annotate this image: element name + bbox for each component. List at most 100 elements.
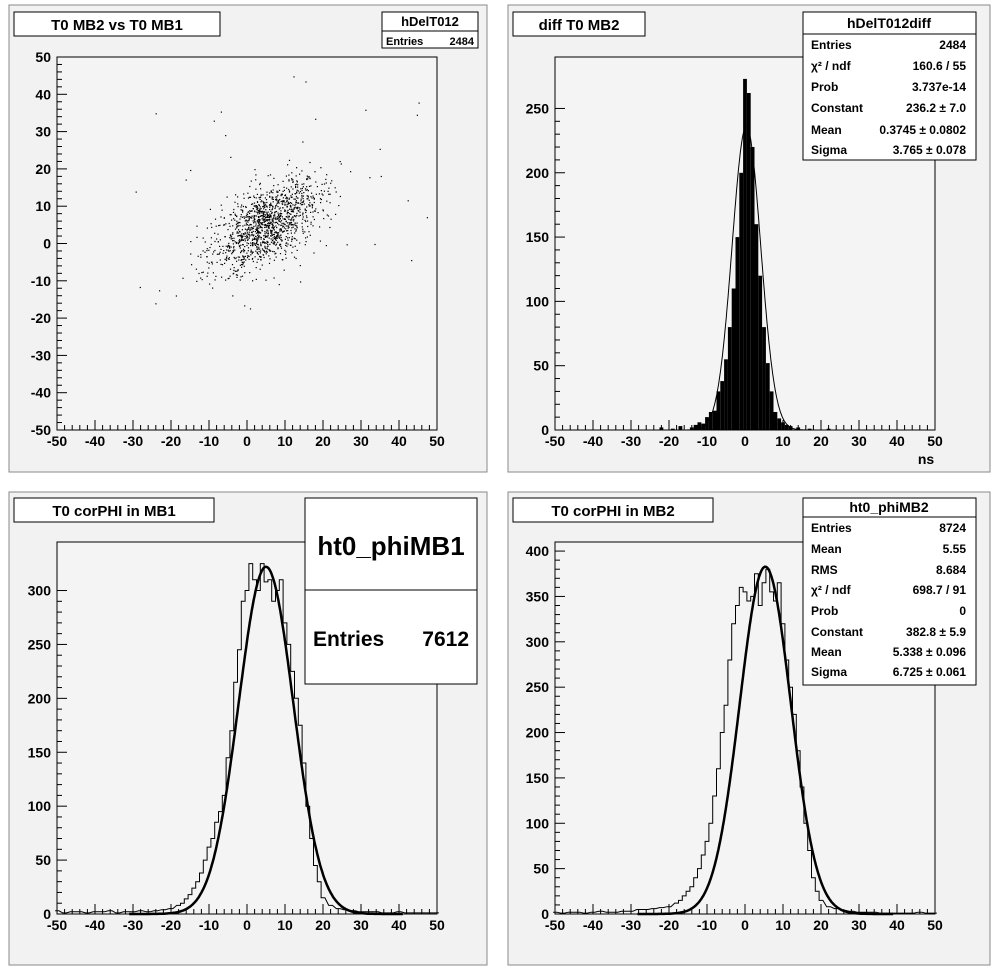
- y-tick-label-0-9: 40: [35, 86, 51, 102]
- hist-bar-28: [784, 424, 789, 430]
- scatter-point-139: [269, 243, 271, 245]
- scatter-point-933: [304, 219, 306, 221]
- scatter-point-1007: [283, 227, 285, 229]
- scatter-point-725: [288, 218, 290, 220]
- hist-bar-4: [693, 424, 698, 430]
- chart-3-group: -50 -40 -30 -20 -10 0 10 20 30 40 50 0 50 100 150 200 25…: [526, 543, 943, 933]
- scatter-point-657: [265, 216, 267, 218]
- y-tick-label-1-1: 50: [533, 358, 549, 374]
- scatter-point-349: [276, 202, 278, 204]
- scatter-point-229: [279, 235, 281, 237]
- scatter-point-1150: [257, 225, 259, 227]
- y-tick-label-2-4: 200: [28, 690, 52, 706]
- hist-bar-9: [712, 410, 717, 430]
- scatter-point-622: [259, 209, 261, 211]
- scatter-point-1203: [270, 203, 272, 205]
- scatter-point-1362: [277, 184, 279, 186]
- scatter-point-761: [254, 210, 256, 212]
- scatter-point-810: [223, 217, 225, 219]
- scatter-point-887: [223, 224, 225, 226]
- scatter-point-763: [243, 234, 245, 236]
- scatter-point-663: [271, 227, 273, 229]
- scatter-point-3: [268, 215, 270, 217]
- scatter-point-1365: [285, 196, 288, 198]
- scatter-point-375: [260, 188, 262, 190]
- scatter-point-872: [275, 199, 277, 201]
- scatter-point-233: [246, 257, 249, 259]
- scatter-point-257: [288, 197, 290, 199]
- scatter-point-1193: [265, 199, 268, 201]
- scatter-point-479: [269, 196, 271, 198]
- scatter-point-858: [206, 250, 208, 252]
- scatter-point-912: [196, 225, 198, 227]
- scatter-point-909: [294, 206, 296, 208]
- scatter-point-120: [249, 308, 252, 310]
- scatter-point-1239: [270, 191, 272, 193]
- scatter-point-501: [268, 237, 270, 239]
- stats-label-scatter-entries: Entries: [386, 36, 423, 48]
- scatter-point-362: [254, 169, 256, 171]
- scatter-point-237: [227, 258, 229, 260]
- scatter-point-521: [204, 251, 206, 253]
- scatter-point-1388: [268, 249, 270, 251]
- scatter-point-111: [291, 178, 293, 180]
- y-tick-label-3-1: 50: [533, 861, 549, 877]
- scatter-point-710: [265, 205, 267, 207]
- hist-bar-8: [708, 412, 713, 430]
- scatter-point-519: [217, 233, 219, 235]
- scatter-point-790: [301, 192, 303, 195]
- scatter-point-1127: [260, 222, 262, 224]
- scatter-point-1114: [267, 225, 269, 227]
- scatter-point-1163: [284, 194, 286, 197]
- scatter-point-953: [249, 224, 251, 226]
- scatter-point-626: [264, 218, 266, 220]
- scatter-point-1072: [269, 174, 272, 176]
- scatter-point-813: [243, 233, 245, 235]
- scatter-point-952: [277, 235, 279, 237]
- scatter-point-1255: [280, 195, 282, 197]
- scatter-point-401: [272, 206, 274, 208]
- stats-value-diff-1: 160.6 / 55: [913, 59, 967, 73]
- scatter-point-531: [350, 171, 352, 173]
- scatter-point-1123: [264, 245, 266, 247]
- y-tick-label-3-7: 350: [526, 588, 550, 604]
- scatter-point-1217: [251, 210, 253, 212]
- scatter-point-411: [296, 225, 298, 227]
- scatter-point-673: [250, 242, 252, 244]
- scatter-point-642: [231, 251, 233, 254]
- scatter-point-831: [302, 186, 304, 188]
- scatter-point-365: [266, 201, 268, 204]
- scatter-point-89: [287, 217, 289, 219]
- scatter-point-1040: [245, 216, 247, 218]
- scatter-point-1154: [202, 271, 204, 273]
- scatter-point-539: [243, 256, 245, 258]
- scatter-point-440: [225, 135, 227, 137]
- scatter-point-424: [283, 230, 285, 232]
- scatter-point-1350: [316, 186, 318, 188]
- x-tick-label-2-2: -30: [123, 917, 143, 933]
- scatter-point-36: [264, 215, 266, 218]
- scatter-point-1105: [259, 198, 261, 200]
- scatter-point-84: [256, 211, 258, 213]
- hist-bar-3: [689, 427, 694, 430]
- scatter-point-1262: [216, 238, 218, 240]
- scatter-point-211: [275, 237, 277, 240]
- scatter-point-560: [426, 217, 428, 219]
- scatter-point-801: [272, 189, 274, 191]
- hist-bar-27: [781, 422, 785, 430]
- scatter-point-427: [285, 225, 287, 227]
- x-tick-label-3-7: 20: [813, 917, 829, 933]
- scatter-point-830: [261, 264, 263, 266]
- scatter-point-8: [228, 246, 231, 248]
- scatter-point-1356: [226, 196, 228, 198]
- scatter-point-407: [282, 190, 284, 192]
- scatter-point-449: [224, 262, 226, 264]
- scatter-point-471: [266, 215, 269, 217]
- scatter-point-1060: [276, 237, 278, 239]
- scatter-point-885: [274, 236, 276, 238]
- scatter-point-576: [309, 177, 311, 179]
- scatter-point-130: [268, 255, 270, 257]
- scatter-point-1156: [283, 186, 285, 188]
- y-tick-label-3-8: 400: [526, 543, 550, 559]
- y-tick-label-0-8: 30: [35, 124, 51, 140]
